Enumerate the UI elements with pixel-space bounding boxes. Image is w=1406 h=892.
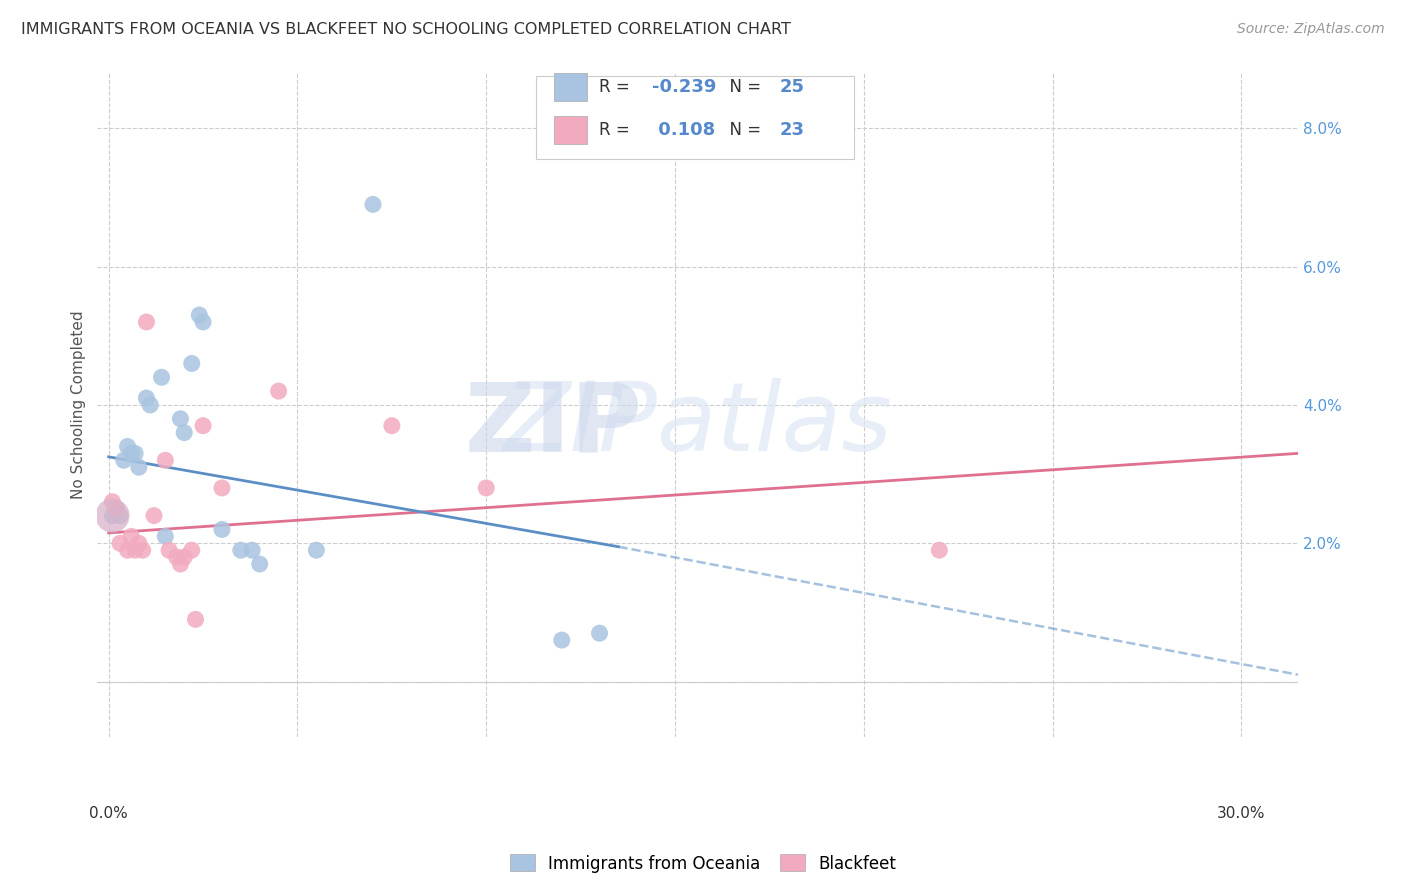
Point [135,315,157,329]
Text: 25: 25 [779,78,804,96]
Point [112,453,135,467]
Point [588,626,610,640]
Bar [554,116,588,144]
Point [173,425,195,440]
Point [166,550,188,565]
Point [124,446,146,460]
Point [180,356,202,370]
Point [150,370,173,384]
Text: R =: R = [599,78,636,96]
Point [305,543,328,558]
Point [108,508,131,523]
Y-axis label: No Schooling Completed: No Schooling Completed [72,310,86,500]
Point [101,508,124,523]
Point [169,557,191,571]
Point [381,418,404,433]
Point [211,523,233,537]
Point [143,508,166,523]
Legend: Immigrants from Oceania, Blackfeet: Immigrants from Oceania, Blackfeet [503,847,903,880]
Point [105,501,128,516]
Text: 0.0%: 0.0% [90,806,128,822]
Point [105,501,128,516]
Text: IMMIGRANTS FROM OCEANIA VS BLACKFEET NO SCHOOLING COMPLETED CORRELATION CHART: IMMIGRANTS FROM OCEANIA VS BLACKFEET NO … [21,22,792,37]
Point [211,481,233,495]
Point [928,543,950,558]
Text: N =: N = [720,78,766,96]
Text: 23: 23 [779,121,804,139]
Text: ZIP: ZIP [464,378,643,471]
Point [101,508,124,523]
Point [191,315,214,329]
Point [101,495,124,509]
Point [120,446,142,460]
Point [361,197,384,211]
Text: -0.239: -0.239 [652,78,717,96]
Point [229,543,252,558]
Point [124,543,146,558]
Point [108,536,131,550]
Text: N =: N = [720,121,766,139]
Point [191,418,214,433]
Point [169,411,191,425]
Point [188,308,211,322]
Point [135,391,157,405]
Point [128,536,150,550]
Point [173,550,195,565]
FancyBboxPatch shape [536,77,853,160]
Point [157,543,180,558]
Bar [554,73,588,101]
Point [117,440,139,454]
Text: R =: R = [599,121,636,139]
Point [128,460,150,475]
Point [155,529,177,543]
Point [240,543,263,558]
Point [101,508,124,523]
Point [267,384,290,398]
Point [155,453,177,467]
Point [180,543,202,558]
Text: 0.108: 0.108 [652,121,716,139]
Text: 30.0%: 30.0% [1218,806,1265,822]
Point [475,481,498,495]
Point [139,398,162,412]
Point [131,543,153,558]
Point [551,633,574,648]
Point [249,557,271,571]
Point [117,543,139,558]
Point [120,529,142,543]
Text: Source: ZipAtlas.com: Source: ZipAtlas.com [1237,22,1385,37]
Point [184,612,207,626]
Text: ZIPatlas: ZIPatlas [503,378,893,471]
